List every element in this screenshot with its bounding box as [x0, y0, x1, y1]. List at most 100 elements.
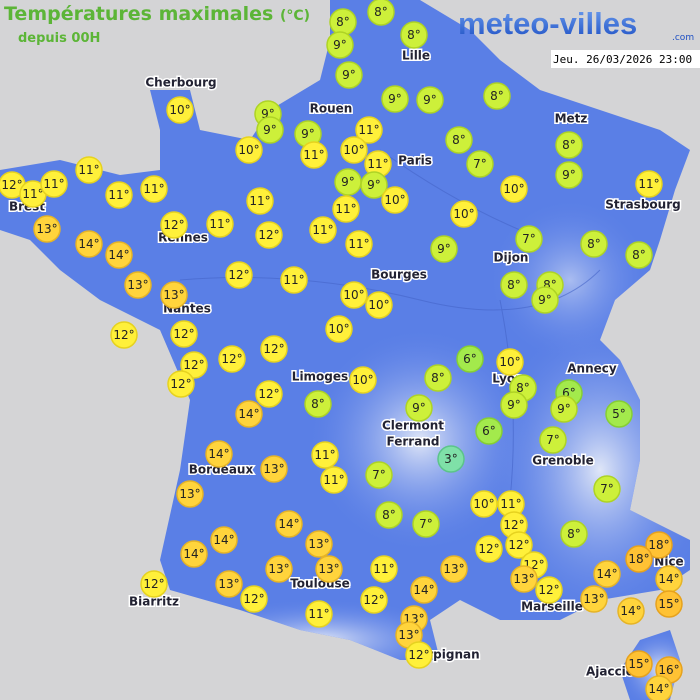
temperature-label: 16°: [658, 663, 679, 677]
marker-dot: [160, 211, 188, 239]
temperature-marker: 8°: [304, 390, 332, 418]
marker-dot: [304, 390, 332, 418]
temperature-label: 6°: [463, 352, 477, 366]
temperature-label: 14°: [413, 583, 434, 597]
temperature-label: 12°: [258, 228, 279, 242]
temperature-label: 9°: [367, 178, 381, 192]
temperature-label: 11°: [358, 123, 379, 137]
temperature-label: 12°: [363, 593, 384, 607]
temperature-marker: 7°: [466, 150, 494, 178]
temperature-label: 13°: [513, 572, 534, 586]
temperature-marker: 12°: [405, 641, 433, 669]
marker-dot: [475, 417, 503, 445]
marker-dot: [335, 61, 363, 89]
temperature-label: 12°: [170, 377, 191, 391]
marker-dot: [412, 510, 440, 538]
marker-dot: [416, 86, 444, 114]
temperature-marker: 11°: [309, 216, 337, 244]
city-label: Ajaccio: [586, 665, 634, 679]
temperature-label: 8°: [431, 371, 445, 385]
temperature-label: 9°: [423, 93, 437, 107]
temperature-marker: 12°: [360, 586, 388, 614]
temperature-label: 11°: [348, 237, 369, 251]
temperature-label: 13°: [163, 288, 184, 302]
temperature-marker: 8°: [580, 230, 608, 258]
temperature-label: 10°: [503, 182, 524, 196]
temperature-label: 13°: [179, 487, 200, 501]
marker-dot: [166, 96, 194, 124]
temperature-marker: 3°: [437, 445, 465, 473]
marker-dot: [315, 555, 343, 583]
marker-dot: [500, 391, 528, 419]
temperature-marker: 11°: [246, 187, 274, 215]
temperature-marker: 11°: [311, 441, 339, 469]
temperature-label: 8°: [382, 508, 396, 522]
marker-dot: [555, 131, 583, 159]
temperature-marker: 7°: [365, 461, 393, 489]
title: Températures maximales (°C): [4, 3, 310, 25]
temperature-label: 11°: [308, 607, 329, 621]
temperature-marker: 10°: [349, 366, 377, 394]
brand: meteo-villes: [458, 6, 637, 41]
temperature-marker: 11°: [332, 195, 360, 223]
temperature-label: 12°: [228, 268, 249, 282]
temperature-label: 14°: [183, 547, 204, 561]
temperature-marker: 11°: [355, 116, 383, 144]
marker-dot: [205, 440, 233, 468]
temperature-label: 14°: [658, 572, 679, 586]
marker-dot: [210, 526, 238, 554]
marker-dot: [240, 585, 268, 613]
temperature-label: 11°: [283, 273, 304, 287]
temperature-marker: 10°: [470, 490, 498, 518]
temperature-marker: 14°: [617, 597, 645, 625]
marker-dot: [593, 560, 621, 588]
temperature-label: 9°: [388, 92, 402, 106]
temperature-marker: 14°: [593, 560, 621, 588]
marker-dot: [206, 210, 234, 238]
temperature-label: 13°: [443, 562, 464, 576]
temperature-marker: 13°: [265, 555, 293, 583]
temperature-label: 8°: [374, 5, 388, 19]
temperature-marker: 12°: [240, 585, 268, 613]
temperature-label: 13°: [263, 462, 284, 476]
temperature-label: 11°: [367, 157, 388, 171]
marker-dot: [410, 576, 438, 604]
temperature-label: 11°: [143, 182, 164, 196]
temperature-label: 9°: [412, 401, 426, 415]
marker-dot: [124, 271, 152, 299]
temperature-label: 10°: [328, 322, 349, 336]
temperature-marker: 12°: [218, 345, 246, 373]
city-label: Paris: [398, 154, 432, 168]
marker-dot: [160, 281, 188, 309]
marker-dot: [275, 510, 303, 538]
marker-dot: [381, 186, 409, 214]
temperature-label: 7°: [522, 232, 536, 246]
temperature-marker: 10°: [235, 136, 263, 164]
marker-dot: [381, 85, 409, 113]
marker-dot: [305, 600, 333, 628]
temperature-marker: 11°: [300, 141, 328, 169]
temperature-label: 12°: [503, 518, 524, 532]
marker-dot: [605, 400, 633, 428]
marker-dot: [167, 370, 195, 398]
marker-dot: [325, 315, 353, 343]
temperature-label: 7°: [419, 517, 433, 531]
temperature-label: 13°: [268, 562, 289, 576]
marker-dot: [360, 586, 388, 614]
marker-dot: [475, 535, 503, 563]
temperature-marker: 9°: [334, 168, 362, 196]
marker-dot: [260, 455, 288, 483]
temperature-marker: 9°: [416, 86, 444, 114]
temperature-label: 11°: [314, 448, 335, 462]
marker-dot: [110, 321, 138, 349]
temperature-marker: 8°: [500, 271, 528, 299]
temperature-label: 14°: [278, 517, 299, 531]
temperature-label: 11°: [323, 473, 344, 487]
temperature-marker: 12°: [255, 221, 283, 249]
temperature-marker: 14°: [210, 526, 238, 554]
temperature-label: 9°: [333, 38, 347, 52]
temperature-marker: 12°: [535, 576, 563, 604]
temperature-marker: 9°: [531, 286, 559, 314]
marker-dot: [265, 555, 293, 583]
